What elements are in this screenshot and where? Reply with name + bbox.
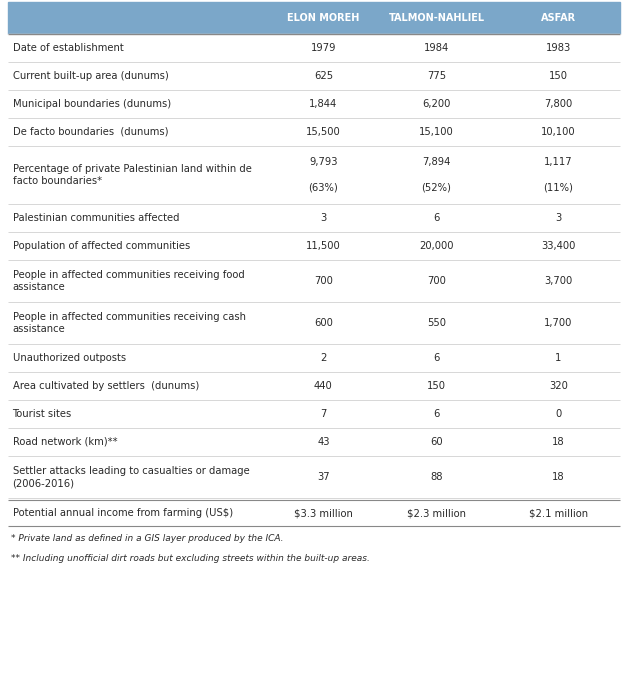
Text: 550: 550 — [427, 318, 446, 328]
Text: 88: 88 — [430, 472, 443, 482]
Text: (11%): (11%) — [543, 183, 573, 193]
Text: 18: 18 — [552, 437, 565, 447]
Bar — [8, 428, 620, 456]
Text: 0: 0 — [555, 409, 561, 419]
Text: Area cultivated by settlers  (dunums): Area cultivated by settlers (dunums) — [13, 381, 199, 391]
Text: 150: 150 — [549, 71, 568, 81]
Text: 1,844: 1,844 — [310, 99, 337, 109]
Text: 700: 700 — [427, 276, 446, 286]
Bar — [8, 456, 620, 498]
Text: 600: 600 — [314, 318, 333, 328]
Bar — [8, 34, 620, 62]
Text: Potential annual income from farming (US$): Potential annual income from farming (US… — [13, 508, 233, 518]
Text: 3,700: 3,700 — [544, 276, 572, 286]
Text: 1,700: 1,700 — [544, 318, 573, 328]
Text: 6: 6 — [433, 409, 440, 419]
Text: 7,800: 7,800 — [544, 99, 572, 109]
Text: 11,500: 11,500 — [306, 241, 341, 251]
Text: 775: 775 — [427, 71, 446, 81]
Text: 3: 3 — [555, 213, 561, 223]
Text: 15,100: 15,100 — [419, 127, 454, 137]
Text: 15,500: 15,500 — [306, 127, 341, 137]
Text: Settler attacks leading to casualties or damage
(2006-2016): Settler attacks leading to casualties or… — [13, 466, 249, 489]
Text: 6: 6 — [433, 353, 440, 363]
Bar — [8, 372, 620, 400]
Text: De facto boundaries  (dunums): De facto boundaries (dunums) — [13, 127, 168, 137]
Text: 7,894: 7,894 — [422, 157, 451, 167]
Text: Percentage of private Palestinian land within de
facto boundaries*: Percentage of private Palestinian land w… — [13, 164, 251, 187]
Text: 20,000: 20,000 — [420, 241, 453, 251]
Text: $2.3 million: $2.3 million — [407, 508, 466, 518]
Text: 60: 60 — [430, 437, 443, 447]
Text: $3.3 million: $3.3 million — [294, 508, 353, 518]
Bar — [8, 2, 620, 34]
Text: People in affected communities receiving food
assistance: People in affected communities receiving… — [13, 270, 244, 293]
Text: 43: 43 — [317, 437, 330, 447]
Text: People in affected communities receiving cash
assistance: People in affected communities receiving… — [13, 311, 246, 334]
Text: (52%): (52%) — [421, 183, 452, 193]
Text: Road network (km)**: Road network (km)** — [13, 437, 117, 447]
Bar — [8, 118, 620, 146]
Bar — [8, 302, 620, 344]
Text: $2.1 million: $2.1 million — [529, 508, 588, 518]
Bar — [8, 344, 620, 372]
Text: Palestinian communities affected: Palestinian communities affected — [13, 213, 179, 223]
Text: 3: 3 — [320, 213, 327, 223]
Text: ** Including unofficial dirt roads but excluding streets within the built-up are: ** Including unofficial dirt roads but e… — [11, 554, 369, 563]
Text: 6,200: 6,200 — [422, 99, 451, 109]
Text: Unauthorized outposts: Unauthorized outposts — [13, 353, 126, 363]
Bar — [8, 62, 620, 90]
Text: 150: 150 — [427, 381, 446, 391]
Text: TALMON-NAHLIEL: TALMON-NAHLIEL — [388, 13, 485, 23]
Text: Date of establishment: Date of establishment — [13, 43, 123, 53]
Text: 2: 2 — [320, 353, 327, 363]
Text: (63%): (63%) — [308, 183, 338, 193]
Text: 37: 37 — [317, 472, 330, 482]
Text: 10,100: 10,100 — [541, 127, 576, 137]
Text: Municipal boundaries (dunums): Municipal boundaries (dunums) — [13, 99, 171, 109]
Bar — [8, 232, 620, 260]
Text: 1984: 1984 — [424, 43, 449, 53]
Text: 625: 625 — [314, 71, 333, 81]
Bar — [8, 204, 620, 232]
Text: 33,400: 33,400 — [541, 241, 575, 251]
Text: Tourist sites: Tourist sites — [13, 409, 72, 419]
Text: ELON MOREH: ELON MOREH — [287, 13, 360, 23]
Text: * Private land as defined in a GIS layer produced by the ICA.: * Private land as defined in a GIS layer… — [11, 534, 283, 543]
Bar — [8, 260, 620, 302]
Text: ASFAR: ASFAR — [541, 13, 576, 23]
Text: 6: 6 — [433, 213, 440, 223]
Text: 440: 440 — [314, 381, 333, 391]
Bar — [8, 400, 620, 428]
Text: 7: 7 — [320, 409, 327, 419]
Text: Population of affected communities: Population of affected communities — [13, 241, 190, 251]
Text: 700: 700 — [314, 276, 333, 286]
Text: 1979: 1979 — [311, 43, 336, 53]
Text: 1983: 1983 — [546, 43, 571, 53]
Text: Current built-up area (dunums): Current built-up area (dunums) — [13, 71, 168, 81]
Text: 1,117: 1,117 — [544, 157, 573, 167]
Bar — [8, 90, 620, 118]
Text: 9,793: 9,793 — [309, 157, 338, 167]
Text: 320: 320 — [549, 381, 568, 391]
Text: 1: 1 — [555, 353, 561, 363]
Bar — [8, 146, 620, 204]
Text: 18: 18 — [552, 472, 565, 482]
